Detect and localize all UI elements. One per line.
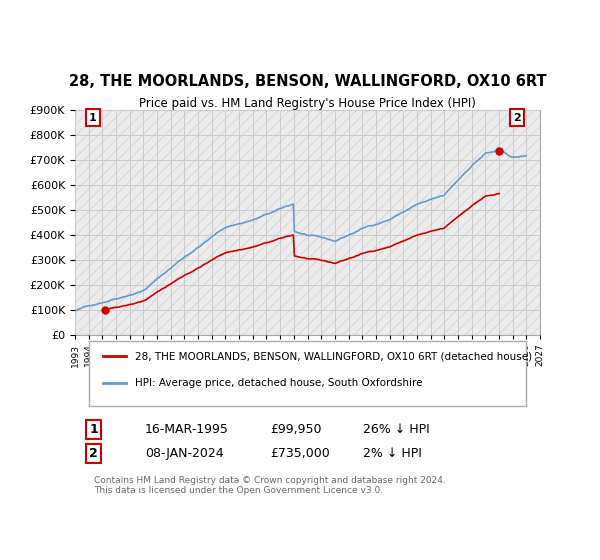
Text: 16-MAR-1995: 16-MAR-1995: [145, 423, 229, 436]
Text: 28, THE MOORLANDS, BENSON, WALLINGFORD, OX10 6RT: 28, THE MOORLANDS, BENSON, WALLINGFORD, …: [68, 74, 547, 88]
Text: 28, THE MOORLANDS, BENSON, WALLINGFORD, OX10 6RT (detached house): 28, THE MOORLANDS, BENSON, WALLINGFORD, …: [136, 351, 533, 361]
Text: 08-JAN-2024: 08-JAN-2024: [145, 447, 223, 460]
Text: 1: 1: [89, 113, 97, 123]
Text: Price paid vs. HM Land Registry's House Price Index (HPI): Price paid vs. HM Land Registry's House …: [139, 97, 476, 110]
Text: 1: 1: [89, 423, 98, 436]
Text: 2% ↓ HPI: 2% ↓ HPI: [364, 447, 422, 460]
Text: HPI: Average price, detached house, South Oxfordshire: HPI: Average price, detached house, Sout…: [136, 377, 423, 388]
Text: Contains HM Land Registry data © Crown copyright and database right 2024.
This d: Contains HM Land Registry data © Crown c…: [94, 476, 445, 495]
FancyBboxPatch shape: [89, 340, 526, 406]
Text: £99,950: £99,950: [270, 423, 322, 436]
Text: 2: 2: [513, 113, 521, 123]
Text: 2: 2: [89, 447, 98, 460]
Text: £735,000: £735,000: [270, 447, 330, 460]
Text: 26% ↓ HPI: 26% ↓ HPI: [364, 423, 430, 436]
